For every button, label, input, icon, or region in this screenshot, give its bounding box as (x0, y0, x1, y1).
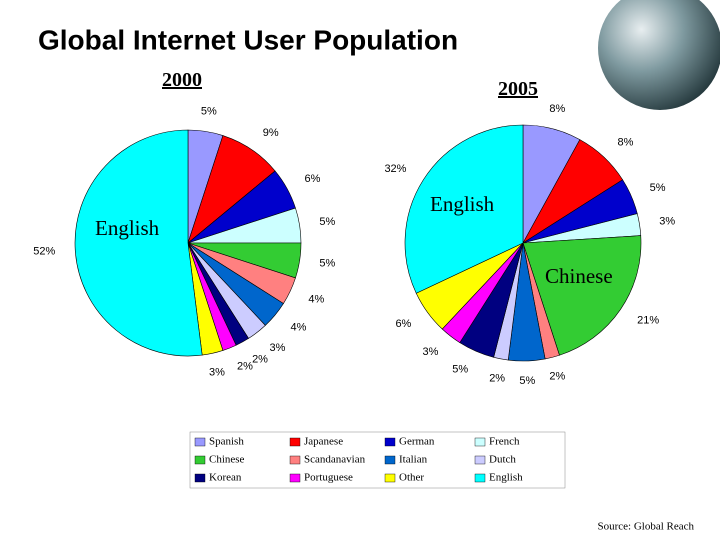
slice-label: 5% (452, 364, 468, 376)
annotation: Chinese (545, 264, 613, 288)
slice-label: 2% (237, 361, 253, 373)
pie-slice (404, 124, 524, 294)
legend-label: Japanese (304, 436, 343, 448)
legend-swatch (289, 437, 301, 447)
legend-swatch (289, 455, 301, 465)
legend-box (189, 431, 566, 489)
legend-label: Spanish (209, 436, 244, 448)
legend-swatch (384, 437, 396, 447)
legend-swatch (384, 473, 396, 483)
slide-title: Global Internet User Population (38, 24, 458, 55)
pie-slice (74, 129, 203, 357)
slice-label: 5% (519, 375, 535, 387)
slice-label: 2% (252, 353, 268, 365)
legend-label: Dutch (489, 454, 516, 466)
pie-title: 2000 (162, 69, 202, 91)
legend-swatch (384, 455, 396, 465)
legend-swatch (474, 473, 486, 483)
slice-label: 3% (209, 367, 225, 379)
legend-label: German (399, 436, 435, 448)
legend-label: English (489, 472, 523, 484)
slice-label: 8% (549, 103, 565, 115)
slice-label: 5% (319, 258, 335, 270)
legend-swatch (194, 473, 206, 483)
slice-label: 9% (263, 127, 279, 139)
slice-label: 6% (395, 318, 411, 330)
legend: Spanish Japanese German French Chinese Scanda… (189, 431, 566, 489)
slice-label: 8% (617, 136, 633, 148)
legend-label: Portuguese (304, 472, 353, 484)
legend-label: Other (399, 472, 424, 484)
slice-label: 21% (637, 314, 659, 326)
annotation: English (430, 192, 495, 216)
slice-label: 5% (201, 106, 217, 118)
slice-label: 3% (270, 342, 286, 354)
slice-label: 32% (384, 163, 406, 175)
slice-label: 3% (659, 215, 675, 227)
legend-swatch (474, 437, 486, 447)
legend-label: French (489, 436, 520, 448)
legend-label: Korean (209, 472, 242, 484)
legend-label: Chinese (209, 454, 245, 466)
annotation: English (95, 216, 160, 240)
legend-swatch (194, 437, 206, 447)
slice-label: 2% (549, 371, 565, 383)
slice-label: 3% (423, 346, 439, 358)
slice-label: 5% (319, 216, 335, 228)
pie-slice (522, 235, 642, 356)
slice-label: 4% (290, 322, 306, 334)
slice-label: 5% (650, 182, 666, 194)
globe-icon (598, 0, 720, 110)
legend-label: Scandanavian (304, 454, 366, 466)
legend-swatch (194, 455, 206, 465)
slice-label: 4% (308, 294, 324, 306)
slice-label: 6% (305, 173, 321, 185)
source: Source: Global Reach (597, 521, 694, 533)
slice-label: 52% (33, 245, 55, 257)
legend-label: Italian (399, 454, 428, 466)
legend-swatch (289, 473, 301, 483)
legend-swatch (474, 455, 486, 465)
slice-label: 2% (489, 372, 505, 384)
pie-title: 2005 (498, 78, 538, 100)
